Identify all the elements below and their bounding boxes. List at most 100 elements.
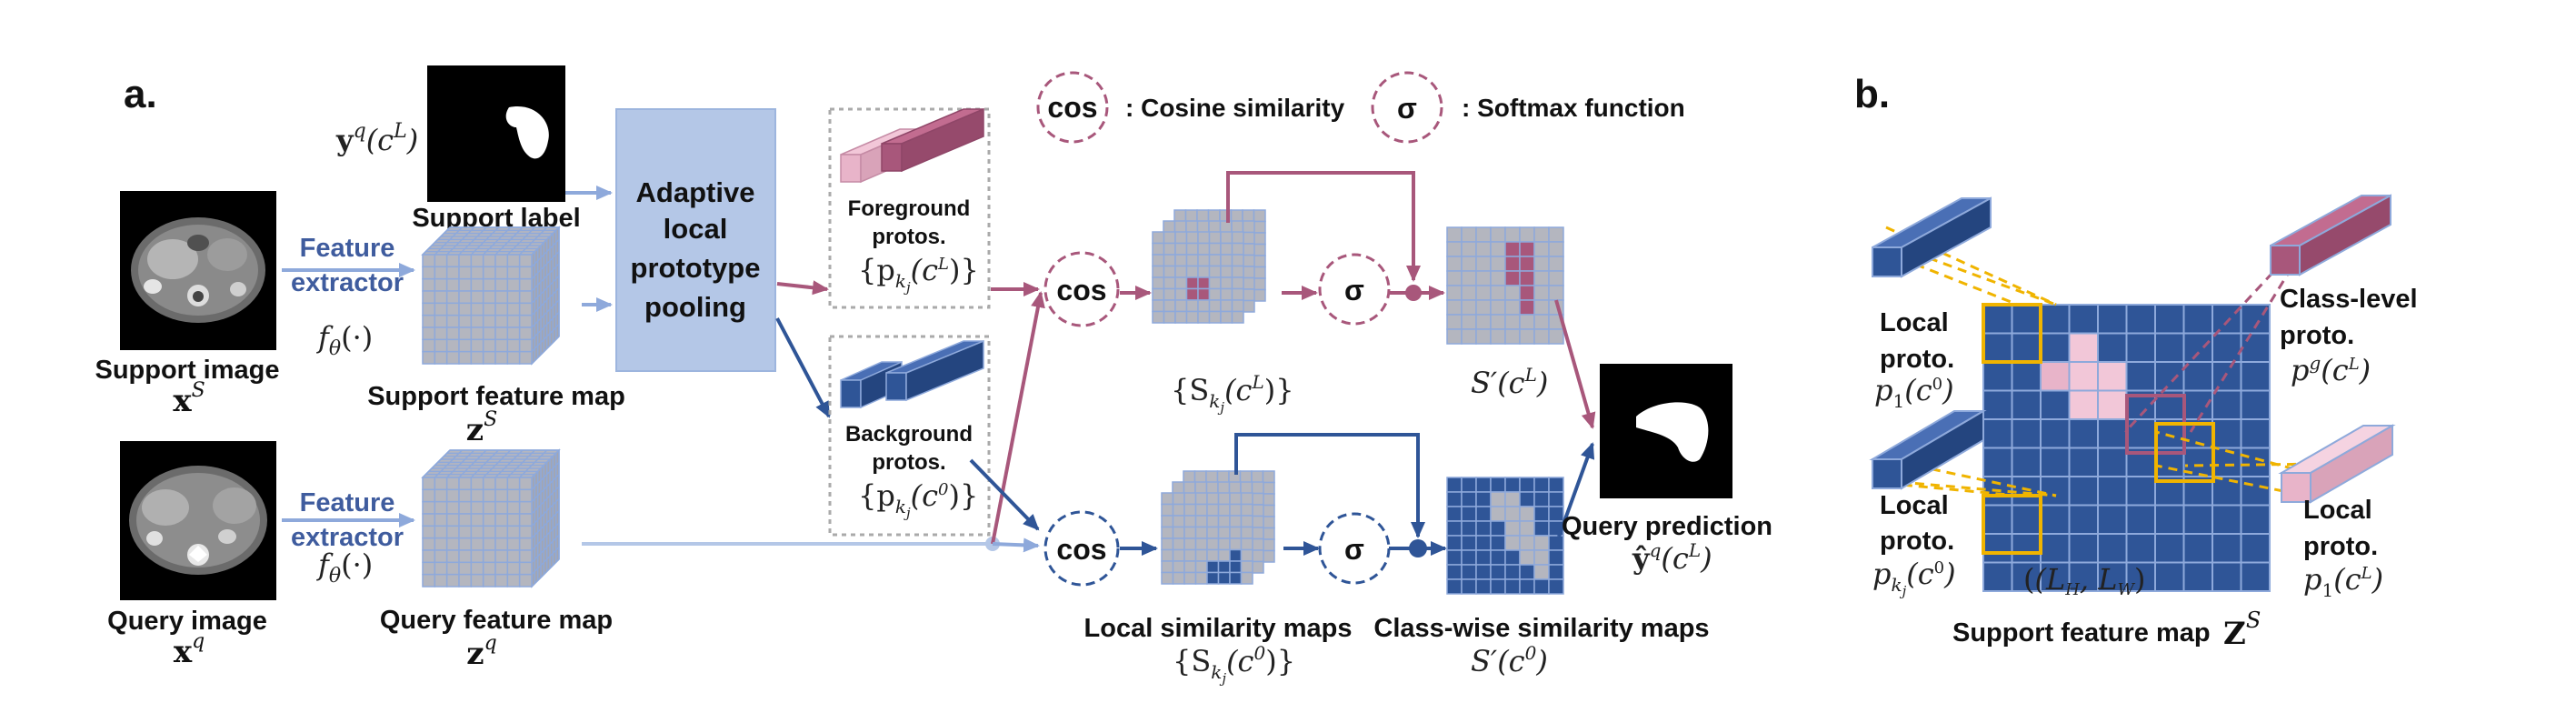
grid-cell — [1217, 560, 1231, 574]
grid-cell — [1251, 515, 1264, 528]
grid-cell — [1251, 549, 1264, 563]
grid-cell — [2011, 504, 2042, 535]
grid-cell — [1490, 491, 1506, 507]
fg-sigma-circle — [1318, 253, 1391, 326]
grid-cell — [445, 488, 460, 503]
grid-cell — [1475, 491, 1492, 507]
grid-cell — [1251, 504, 1264, 517]
grid-cell — [2154, 304, 2185, 335]
grid-cell — [1205, 470, 1219, 484]
grid-cell — [458, 266, 473, 280]
grid-cell — [1174, 276, 1188, 290]
grid-cell — [470, 266, 484, 280]
grid-cell — [2011, 361, 2042, 392]
grid-cell — [1475, 506, 1492, 522]
grid-cell — [1217, 571, 1231, 585]
grid-cell — [494, 488, 509, 503]
grid-cell — [1446, 520, 1463, 537]
pb-local-mid-math: pkj(c0) — [1872, 557, 1956, 599]
grid-cell — [1229, 548, 1243, 562]
grid-cell — [2068, 361, 2099, 392]
grid-cell — [470, 302, 484, 316]
grid-cell — [2182, 332, 2213, 363]
grid-cell — [434, 500, 448, 515]
grid-cell — [1229, 492, 1243, 506]
grid-cell — [482, 573, 496, 588]
grid-cell — [1251, 527, 1264, 540]
grid-cell — [1163, 220, 1176, 234]
grid-cell — [1461, 285, 1477, 301]
pb-local-top-math: p1(c0) — [1874, 373, 1954, 412]
grid-cell — [1172, 571, 1185, 585]
grid-cell — [1242, 254, 1255, 267]
grid-cell — [1194, 537, 1208, 551]
bg-protos-math: {pkj(c0)} — [858, 478, 978, 521]
grid-cell — [1519, 477, 1535, 493]
grid-cell — [1490, 564, 1506, 580]
grid-cell — [494, 350, 509, 365]
grid-cell — [1172, 548, 1185, 562]
grid-cell — [1533, 506, 1550, 522]
grid-cell — [1163, 299, 1176, 313]
grid-cell — [2240, 476, 2271, 507]
grid-cell — [1206, 515, 1220, 528]
grid-cell — [1461, 226, 1477, 243]
grid-cell — [1205, 481, 1219, 495]
grid-cell — [1242, 220, 1255, 234]
grid-cell — [470, 537, 484, 551]
grid-cell — [1253, 255, 1266, 268]
cube-side-face — [531, 448, 560, 588]
grid-cell — [470, 488, 484, 503]
grid-cell — [1533, 564, 1550, 580]
query-image-math: xq — [174, 630, 205, 670]
pb-feature-map-math: ZS — [2223, 608, 2261, 652]
grid-cell — [1504, 256, 1521, 272]
grid-cell — [506, 477, 521, 491]
grid-cell — [445, 302, 460, 316]
grid-cell — [422, 266, 436, 280]
grid-cell — [2040, 476, 2071, 507]
grid-cell — [1461, 256, 1477, 272]
grid-cell — [1208, 254, 1222, 267]
grid-cell — [1461, 549, 1477, 566]
grid-cell — [1519, 506, 1535, 522]
grid-cell — [1208, 299, 1222, 313]
grid-cell — [1533, 549, 1550, 566]
grid-cell — [1251, 481, 1264, 495]
grid-cell — [1519, 270, 1535, 286]
grid-cell — [482, 513, 496, 527]
grid-cell — [494, 326, 509, 341]
grid-cell — [1208, 231, 1222, 245]
grid-cell — [2125, 361, 2156, 392]
query-feature-cube — [421, 448, 561, 588]
grid-cell — [1231, 265, 1244, 278]
fg-class-to-pred-arrow — [1554, 299, 1596, 429]
pooling-to-bg-arrow — [775, 317, 831, 418]
grid-cell — [1519, 226, 1535, 243]
grid-cell — [1475, 578, 1492, 595]
grid-cell — [1461, 270, 1477, 286]
grid-cell — [1193, 470, 1207, 484]
grid-cell — [1152, 242, 1165, 256]
grid-cell — [482, 549, 496, 564]
grid-cell — [1251, 537, 1264, 551]
grid-cell — [434, 338, 448, 353]
grid-cell — [434, 266, 448, 280]
grid-cell — [1240, 571, 1253, 585]
grid-cell — [2040, 332, 2071, 363]
support-feature-cube — [421, 226, 561, 366]
grid-cell — [506, 314, 521, 328]
grid-cell — [445, 266, 460, 280]
grid-cell — [506, 500, 521, 515]
grid-cell — [1461, 578, 1477, 595]
legend-cos-text: : Cosine similarity — [1125, 94, 1345, 122]
grid-cell — [1490, 256, 1506, 272]
grid-cell — [1242, 288, 1255, 302]
grid-cell — [1194, 503, 1208, 517]
grid-cell — [2040, 504, 2071, 535]
grid-cell — [422, 302, 436, 316]
grid-cell — [1217, 548, 1231, 562]
grid-cell — [1446, 535, 1463, 551]
grid-cell — [1242, 299, 1255, 313]
grid-cell — [422, 254, 436, 268]
